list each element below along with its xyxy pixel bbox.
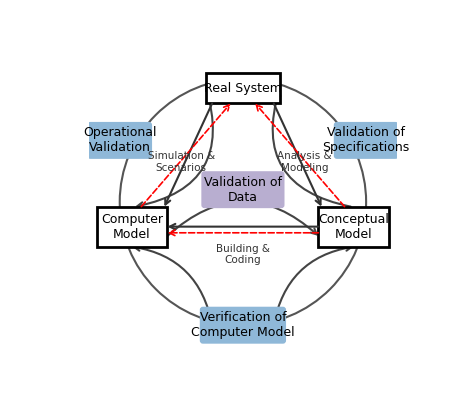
FancyBboxPatch shape — [206, 73, 280, 104]
Text: Conceptual
Model: Conceptual Model — [319, 213, 389, 241]
FancyBboxPatch shape — [200, 307, 286, 344]
Text: Computer
Model: Computer Model — [101, 213, 163, 241]
Text: Validation of
Data: Validation of Data — [204, 176, 282, 204]
FancyBboxPatch shape — [97, 207, 167, 247]
FancyArrowPatch shape — [134, 245, 212, 325]
FancyArrowPatch shape — [273, 90, 351, 207]
Text: Building &
Coding: Building & Coding — [216, 244, 270, 265]
FancyArrowPatch shape — [273, 245, 352, 325]
FancyBboxPatch shape — [201, 171, 284, 208]
Text: Analysis &
Modeling: Analysis & Modeling — [277, 151, 332, 173]
Text: Simulation &
Scenarios: Simulation & Scenarios — [148, 151, 215, 173]
Text: Validation of
Specifications: Validation of Specifications — [322, 126, 410, 154]
FancyArrowPatch shape — [167, 202, 317, 236]
FancyBboxPatch shape — [319, 207, 389, 247]
Text: Verification of
Computer Model: Verification of Computer Model — [191, 311, 295, 339]
Text: Real System: Real System — [204, 82, 282, 94]
FancyBboxPatch shape — [334, 122, 399, 159]
Text: Operational
Validation: Operational Validation — [83, 126, 156, 154]
FancyArrowPatch shape — [137, 88, 213, 208]
FancyBboxPatch shape — [87, 122, 152, 159]
